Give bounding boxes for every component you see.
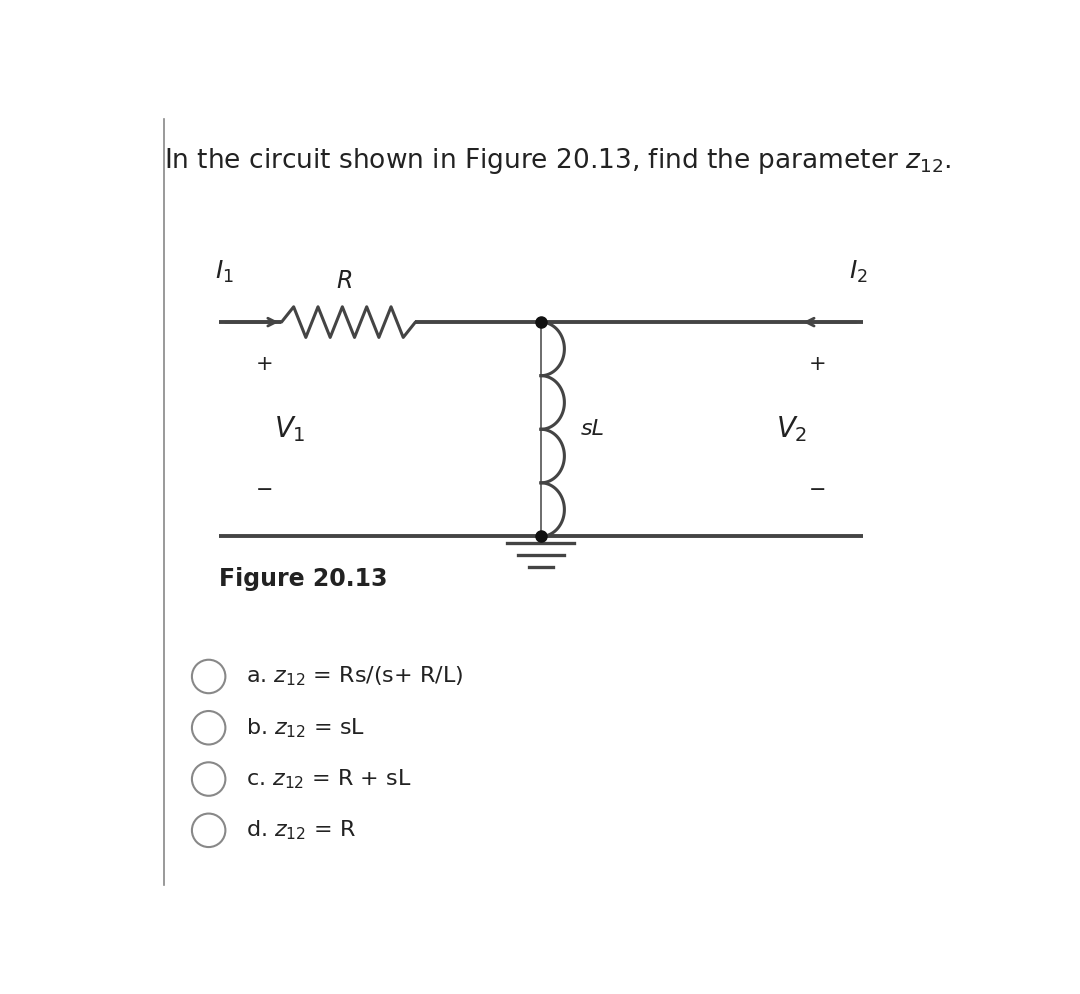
Text: R: R [336,269,352,293]
Text: sL: sL [581,419,605,439]
Text: a. $z_{12}$ = Rs/(s+ R/L): a. $z_{12}$ = Rs/(s+ R/L) [246,665,463,688]
Text: b. $z_{12}$ = sL: b. $z_{12}$ = sL [246,716,365,740]
Text: $I_2$: $I_2$ [849,259,867,285]
Text: $V_1$: $V_1$ [274,414,306,444]
Text: In the circuit shown in Figure 20.13, find the parameter $z_{12}$.: In the circuit shown in Figure 20.13, fi… [164,146,951,176]
Text: $V_2$: $V_2$ [777,414,808,444]
Text: Figure 20.13: Figure 20.13 [218,567,388,591]
Text: $I_1$: $I_1$ [215,259,233,285]
Text: c. $z_{12}$ = R + sL: c. $z_{12}$ = R + sL [246,767,411,791]
Text: +: + [808,354,826,374]
Text: d. $z_{12}$ = R: d. $z_{12}$ = R [246,818,356,842]
Text: −: − [256,480,273,501]
Text: −: − [809,480,826,501]
Text: +: + [256,354,273,374]
